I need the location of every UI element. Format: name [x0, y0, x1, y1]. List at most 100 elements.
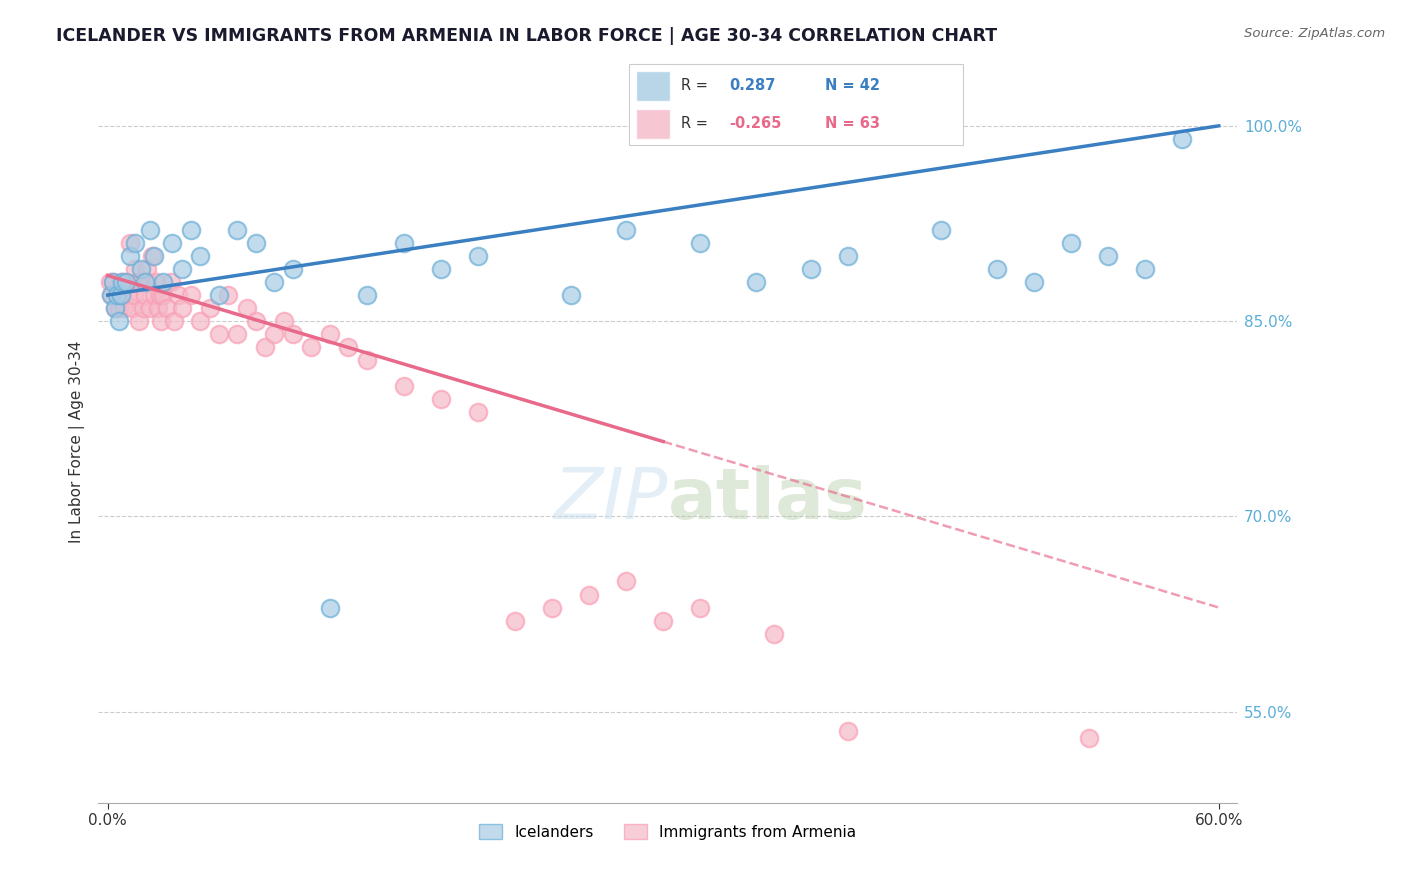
Legend: Icelanders, Immigrants from Armenia: Icelanders, Immigrants from Armenia — [472, 818, 863, 846]
Point — [226, 327, 249, 342]
Point — [614, 223, 637, 237]
Point — [122, 288, 145, 302]
Point — [115, 275, 138, 289]
Point — [929, 223, 952, 237]
Point — [129, 262, 152, 277]
Point — [103, 275, 125, 289]
Point — [356, 353, 378, 368]
Point — [134, 275, 156, 289]
Point — [1097, 249, 1119, 263]
Point — [141, 249, 163, 263]
Point — [188, 314, 211, 328]
Point — [107, 301, 129, 315]
Point — [121, 301, 143, 315]
Point — [117, 288, 139, 302]
Point — [138, 275, 160, 289]
Point — [356, 288, 378, 302]
Point — [235, 301, 257, 315]
Point — [98, 275, 121, 289]
Point — [100, 288, 122, 302]
Point — [145, 275, 167, 289]
Point — [111, 275, 134, 289]
Point — [281, 262, 304, 277]
Text: ICELANDER VS IMMIGRANTS FROM ARMENIA IN LABOR FORCE | AGE 30-34 CORRELATION CHAR: ICELANDER VS IMMIGRANTS FROM ARMENIA IN … — [56, 27, 997, 45]
Point — [1022, 275, 1045, 289]
FancyBboxPatch shape — [628, 64, 963, 145]
Point — [134, 288, 156, 302]
Point — [148, 288, 170, 302]
Point — [104, 301, 127, 315]
Point — [167, 288, 190, 302]
Point — [263, 275, 285, 289]
Point — [319, 600, 342, 615]
Point — [152, 288, 174, 302]
Point — [299, 340, 322, 354]
Point — [112, 301, 135, 315]
Y-axis label: In Labor Force | Age 30-34: In Labor Force | Age 30-34 — [69, 340, 84, 543]
Point — [800, 262, 823, 277]
Point — [208, 327, 231, 342]
Point — [652, 614, 675, 628]
Point — [143, 288, 166, 302]
Point — [245, 235, 267, 250]
Point — [111, 288, 134, 302]
Point — [208, 288, 231, 302]
Point — [170, 301, 193, 315]
Point — [319, 327, 342, 342]
Point — [560, 288, 582, 302]
Point — [689, 600, 711, 615]
Point — [430, 392, 453, 407]
Point — [1078, 731, 1101, 745]
Point — [170, 262, 193, 277]
Point — [188, 249, 211, 263]
Point — [159, 275, 181, 289]
Point — [132, 301, 155, 315]
Point — [689, 235, 711, 250]
Point — [745, 275, 768, 289]
Point — [837, 249, 859, 263]
Point — [105, 288, 128, 302]
Point — [273, 314, 295, 328]
Point — [198, 301, 221, 315]
Point — [139, 223, 162, 237]
Point — [143, 249, 166, 263]
Point — [180, 288, 202, 302]
Point — [503, 614, 526, 628]
Text: atlas: atlas — [668, 465, 868, 533]
Point — [156, 301, 179, 315]
Point — [392, 235, 415, 250]
Point — [837, 724, 859, 739]
Point — [105, 288, 128, 302]
Text: R =: R = — [681, 78, 707, 93]
Point — [115, 275, 138, 289]
Point — [245, 314, 267, 328]
Point — [152, 275, 174, 289]
Point — [337, 340, 360, 354]
Point — [541, 600, 564, 615]
Point — [163, 314, 186, 328]
Point — [135, 262, 157, 277]
Point — [180, 223, 202, 237]
Point — [986, 262, 1008, 277]
Point — [281, 327, 304, 342]
Point — [392, 379, 415, 393]
Text: Source: ZipAtlas.com: Source: ZipAtlas.com — [1244, 27, 1385, 40]
Point — [763, 626, 786, 640]
FancyBboxPatch shape — [636, 71, 671, 101]
Point — [226, 223, 249, 237]
Point — [430, 262, 453, 277]
Point — [1170, 132, 1192, 146]
Point — [614, 574, 637, 589]
Point — [128, 314, 150, 328]
Point — [124, 235, 146, 250]
Point — [467, 405, 489, 419]
Point — [150, 314, 173, 328]
Point — [104, 301, 127, 315]
Point — [118, 235, 141, 250]
Text: N = 42: N = 42 — [825, 78, 880, 93]
Point — [263, 327, 285, 342]
Text: N = 63: N = 63 — [825, 116, 880, 131]
Point — [217, 288, 239, 302]
Text: -0.265: -0.265 — [728, 116, 782, 131]
FancyBboxPatch shape — [636, 109, 671, 139]
